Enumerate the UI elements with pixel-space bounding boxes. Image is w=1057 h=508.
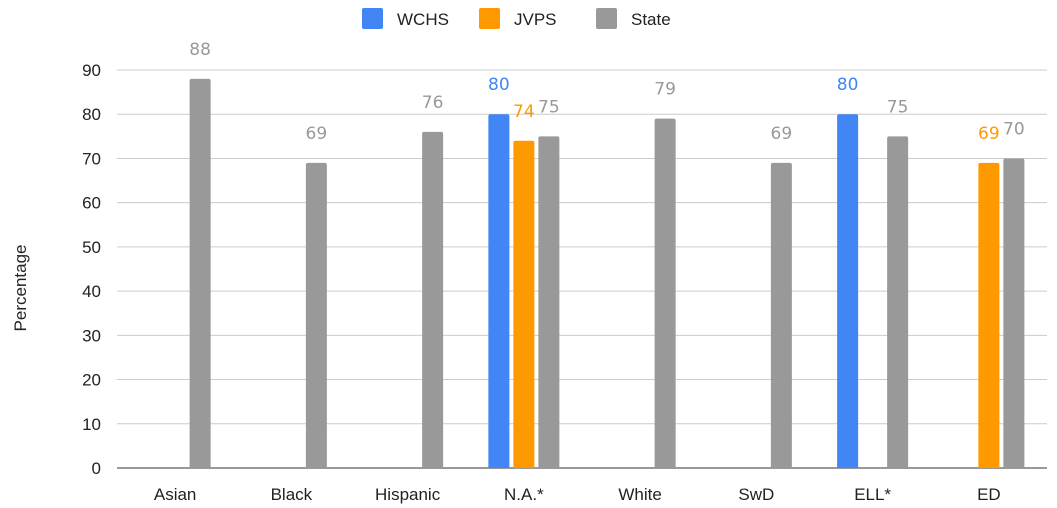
y-tick-label: 30 — [82, 326, 101, 345]
bar-jvps-na — [513, 140, 535, 468]
y-axis-ticks: 0 10 20 30 40 50 60 70 80 90 — [82, 61, 101, 478]
data-label: 69 — [978, 124, 1000, 144]
data-label: 80 — [837, 75, 859, 95]
legend-swatch — [362, 8, 383, 29]
data-label: 79 — [654, 80, 676, 100]
data-label: 75 — [887, 97, 909, 117]
data-label: 74 — [513, 102, 535, 122]
y-tick-label: 20 — [82, 371, 101, 390]
bar-state-swd — [770, 162, 792, 468]
y-tick-label: 40 — [82, 282, 101, 301]
bar-wchs-na — [488, 114, 510, 468]
legend-item-wchs: WCHS — [362, 8, 449, 29]
bars — [189, 78, 1025, 469]
y-tick-label: 10 — [82, 415, 101, 434]
data-label: 69 — [771, 124, 793, 144]
legend-swatch — [479, 8, 500, 29]
x-category-label: Asian — [154, 485, 197, 504]
data-label: 80 — [488, 75, 510, 95]
legend-item-state: State — [596, 8, 671, 29]
legend-label: JVPS — [514, 10, 557, 29]
legend-label: State — [631, 10, 671, 29]
y-tick-label: 90 — [82, 61, 101, 80]
legend-swatch — [596, 8, 617, 29]
y-tick-label: 70 — [82, 149, 101, 168]
x-axis-categories: Asian Black Hispanic N.A.* White SwD ELL* ED — [154, 485, 1001, 504]
bar-state-na — [538, 136, 560, 469]
data-label: 88 — [189, 40, 211, 60]
data-label: 75 — [538, 97, 560, 117]
gridlines — [117, 69, 1047, 469]
bar-jvps-ed — [978, 162, 1000, 468]
y-tick-label: 60 — [82, 194, 101, 213]
data-label: 69 — [306, 124, 328, 144]
legend: WCHS JVPS State — [362, 8, 671, 29]
bar-state-black — [305, 162, 327, 468]
y-tick-label: 0 — [92, 459, 101, 478]
x-category-label: N.A.* — [504, 485, 544, 504]
legend-item-jvps: JVPS — [479, 8, 557, 29]
bar-state-asian — [189, 78, 211, 468]
bar-state-ed — [1003, 158, 1025, 468]
x-category-label: ELL* — [854, 485, 891, 504]
bar-wchs-ell — [837, 114, 859, 468]
bar-state-ell — [887, 136, 909, 469]
data-label: 76 — [422, 93, 444, 113]
x-category-label: White — [618, 485, 661, 504]
bar-state-white — [654, 118, 676, 469]
bar-state-hispanic — [422, 131, 444, 468]
data-label: 70 — [1003, 119, 1025, 139]
y-tick-label: 80 — [82, 105, 101, 124]
x-category-label: ED — [977, 485, 1001, 504]
x-category-label: Hispanic — [375, 485, 441, 504]
y-axis-title: Percentage — [11, 245, 30, 332]
legend-label: WCHS — [397, 10, 449, 29]
x-category-label: Black — [271, 485, 313, 504]
x-category-label: SwD — [738, 485, 774, 504]
y-tick-label: 50 — [82, 238, 101, 257]
